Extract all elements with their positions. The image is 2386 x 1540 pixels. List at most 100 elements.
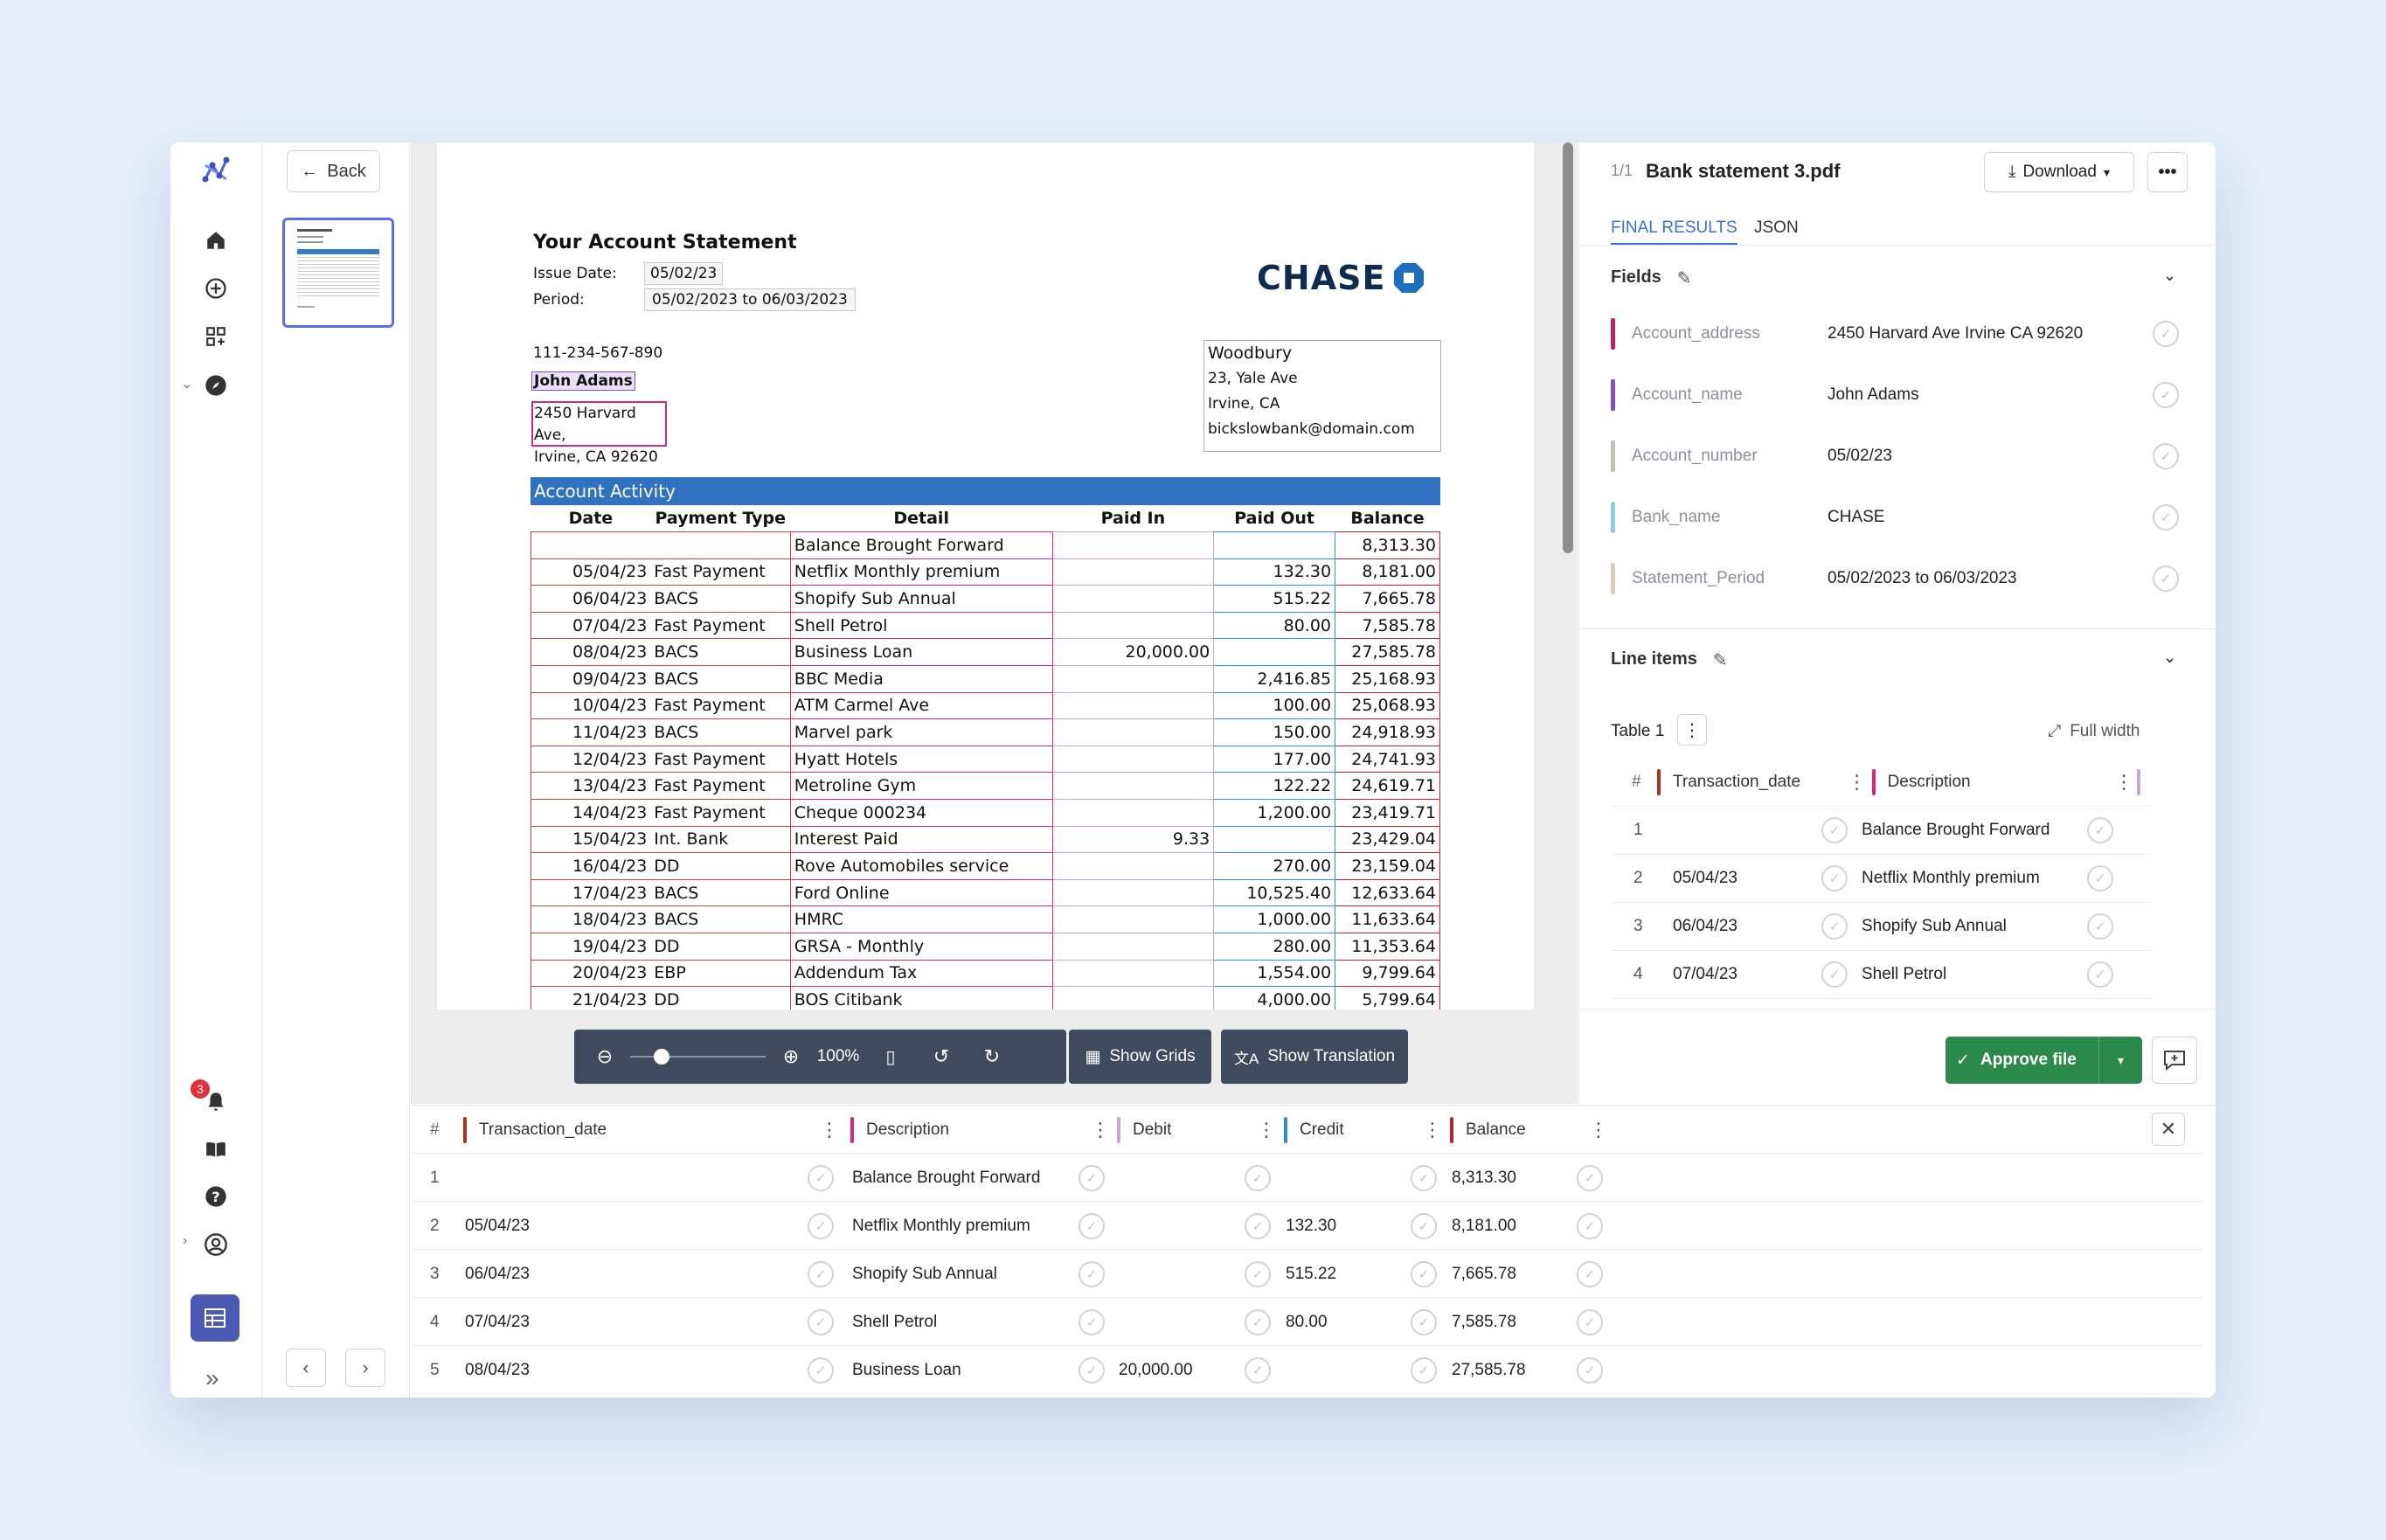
zoom-slider[interactable] xyxy=(630,1046,766,1067)
prev-page-button[interactable]: ‹ xyxy=(286,1349,326,1387)
verify-check-icon[interactable]: ✓ xyxy=(808,1260,834,1287)
line-item-row[interactable]: 4 07/04/23 ✓ Shell Petrol ✓ xyxy=(1611,951,2153,999)
verify-check-icon[interactable]: ✓ xyxy=(1079,1260,1105,1287)
bt-cell[interactable]: 05/04/23 xyxy=(465,1216,530,1235)
collapse-fields-icon[interactable]: ⌄ xyxy=(2163,267,2177,284)
verify-check-icon[interactable]: ✓ xyxy=(1411,1164,1437,1191)
verify-check-icon[interactable]: ✓ xyxy=(1821,961,1848,988)
bottom-table-row[interactable]: 5 08/04/23 Business Loan 20,000.00 27,585.78… xyxy=(411,1346,2202,1394)
tab-json[interactable]: JSON xyxy=(1754,219,1799,237)
line-item-row[interactable]: 3 06/04/23 ✓ Shopify Sub Annual ✓ xyxy=(1611,903,2153,951)
verify-check-icon[interactable]: ✓ xyxy=(1245,1164,1271,1191)
verify-check-icon[interactable]: ✓ xyxy=(1079,1212,1105,1239)
comment-button[interactable] xyxy=(2152,1037,2197,1084)
rotate-right-icon[interactable]: ↻ xyxy=(983,1045,1001,1067)
li-row-date[interactable]: 05/04/23 xyxy=(1673,869,1737,887)
field-row-bank-name[interactable]: Bank_name CHASE ✓ xyxy=(1611,500,2179,535)
verify-check-icon[interactable]: ✓ xyxy=(2153,504,2179,531)
verify-check-icon[interactable]: ✓ xyxy=(2087,865,2113,891)
field-row-account-address[interactable]: Account_address 2450 Harvard Ave Irvine C… xyxy=(1611,316,2179,351)
show-grids-button[interactable]: ▦ Show Grids xyxy=(1069,1030,1211,1084)
verify-check-icon[interactable]: ✓ xyxy=(1079,1164,1105,1191)
bt-cell[interactable]: 80.00 xyxy=(1286,1312,1328,1331)
page-thumbnail[interactable] xyxy=(282,218,394,328)
verify-check-icon[interactable]: ✓ xyxy=(1245,1212,1271,1239)
apps-icon[interactable] xyxy=(198,319,233,354)
bt-cell[interactable]: 06/04/23 xyxy=(465,1264,530,1283)
edit-line-items-icon[interactable]: ✎ xyxy=(1712,651,1728,670)
bottom-table-row[interactable]: 2 05/04/23 Netflix Monthly premium 132.30 8,… xyxy=(411,1202,2202,1250)
zoom-in-icon[interactable]: ⊕ xyxy=(782,1045,800,1067)
bt-cell[interactable]: Netflix Monthly premium xyxy=(852,1216,1030,1235)
bt-cell[interactable]: 08/04/23 xyxy=(465,1360,530,1379)
field-row-statement-period[interactable]: Statement_Period 05/02/2023 to 06/03/2023… xyxy=(1611,561,2179,596)
close-table-button[interactable]: ✕ xyxy=(2152,1113,2185,1146)
bt-cell[interactable]: 7,665.78 xyxy=(1452,1264,1516,1283)
collapse-rail-icon[interactable]: » xyxy=(205,1364,219,1391)
verify-check-icon[interactable]: ✓ xyxy=(1577,1164,1603,1191)
viewer-scrollbar[interactable] xyxy=(1563,142,1573,553)
li-row-desc[interactable]: Balance Brought Forward xyxy=(1862,821,2050,839)
table-options-button[interactable]: ⋮ xyxy=(1677,714,1707,746)
verify-check-icon[interactable]: ✓ xyxy=(1245,1260,1271,1287)
verify-check-icon[interactable]: ✓ xyxy=(1245,1308,1271,1335)
approve-dropdown-icon[interactable]: ▾ xyxy=(2098,1037,2142,1084)
back-button[interactable]: ← Back xyxy=(287,150,380,192)
bt-cell[interactable]: 515.22 xyxy=(1286,1264,1337,1283)
li-row-desc[interactable]: Netflix Monthly premium xyxy=(1862,869,2040,887)
tab-final-results[interactable]: FINAL RESULTS xyxy=(1611,219,1737,246)
bt-cell[interactable]: Shopify Sub Annual xyxy=(852,1264,997,1283)
more-options-button[interactable]: ••• xyxy=(2147,152,2188,192)
bottom-table-row[interactable]: 1 Balance Brought Forward 8,313.30 ✓ ✓ ✓ ✓ ✓ xyxy=(411,1154,2202,1202)
verify-check-icon[interactable]: ✓ xyxy=(1411,1212,1437,1239)
verify-check-icon[interactable]: ✓ xyxy=(1821,817,1848,843)
bt-col-balance-menu-icon[interactable]: ⋮ xyxy=(1589,1118,1608,1141)
verify-check-icon[interactable]: ✓ xyxy=(1079,1356,1105,1384)
book-icon[interactable] xyxy=(198,1132,233,1167)
verify-check-icon[interactable]: ✓ xyxy=(1245,1356,1271,1384)
field-value[interactable]: 05/02/2023 to 06/03/2023 xyxy=(1828,569,2017,587)
verify-check-icon[interactable]: ✓ xyxy=(808,1356,834,1384)
bt-col-date-menu-icon[interactable]: ⋮ xyxy=(820,1118,839,1141)
account-icon[interactable] xyxy=(198,1227,233,1262)
verify-check-icon[interactable]: ✓ xyxy=(1411,1260,1437,1287)
explore-icon[interactable] xyxy=(198,368,233,403)
show-translation-button[interactable]: 文A Show Translation xyxy=(1221,1030,1408,1084)
li-col-date-menu-icon[interactable]: ⋮ xyxy=(1847,771,1867,793)
bt-cell[interactable]: Balance Brought Forward xyxy=(852,1168,1041,1187)
verify-check-icon[interactable]: ✓ xyxy=(1577,1212,1603,1239)
verify-check-icon[interactable]: ✓ xyxy=(1577,1356,1603,1384)
verify-check-icon[interactable]: ✓ xyxy=(1411,1356,1437,1384)
verify-check-icon[interactable]: ✓ xyxy=(808,1212,834,1239)
bt-cell[interactable]: 132.30 xyxy=(1286,1216,1337,1235)
bt-cell[interactable]: 27,585.78 xyxy=(1452,1360,1526,1379)
bt-cell[interactable]: Shell Petrol xyxy=(852,1312,938,1331)
verify-check-icon[interactable]: ✓ xyxy=(2153,321,2179,347)
verify-check-icon[interactable]: ✓ xyxy=(2153,443,2179,469)
li-row-desc[interactable]: Shell Petrol xyxy=(1862,965,1947,983)
verify-check-icon[interactable]: ✓ xyxy=(808,1308,834,1335)
verify-check-icon[interactable]: ✓ xyxy=(1577,1260,1603,1287)
bt-cell[interactable]: 8,181.00 xyxy=(1452,1216,1516,1235)
bt-col-debit-menu-icon[interactable]: ⋮ xyxy=(1257,1118,1276,1141)
bt-cell[interactable]: Business Loan xyxy=(852,1360,961,1379)
field-row-account-number[interactable]: Account_number 05/02/23 ✓ xyxy=(1611,439,2179,474)
bt-col-desc-menu-icon[interactable]: ⋮ xyxy=(1091,1118,1110,1141)
help-icon[interactable]: ? xyxy=(198,1179,233,1214)
zoom-out-icon[interactable]: ⊖ xyxy=(596,1045,614,1067)
verify-check-icon[interactable]: ✓ xyxy=(808,1164,834,1191)
verify-check-icon[interactable]: ✓ xyxy=(2153,565,2179,592)
bt-cell[interactable]: 8,313.30 xyxy=(1452,1168,1516,1187)
li-row-date[interactable]: 06/04/23 xyxy=(1673,917,1737,935)
field-value[interactable]: John Adams xyxy=(1828,385,1919,404)
bt-cell[interactable]: 07/04/23 xyxy=(465,1312,530,1331)
field-value[interactable]: 05/02/23 xyxy=(1828,447,1892,465)
verify-check-icon[interactable]: ✓ xyxy=(1577,1308,1603,1335)
verify-check-icon[interactable]: ✓ xyxy=(1821,865,1848,891)
zoom-slider-handle[interactable] xyxy=(654,1049,670,1065)
expand-chevron-icon[interactable]: ⌄ xyxy=(181,377,193,392)
field-row-account-name[interactable]: Account_name John Adams ✓ xyxy=(1611,378,2179,413)
bottom-table-row[interactable]: 3 06/04/23 Shopify Sub Annual 515.22 7,665.7… xyxy=(411,1250,2202,1298)
verify-check-icon[interactable]: ✓ xyxy=(2087,817,2113,843)
field-value[interactable]: CHASE xyxy=(1828,508,1885,526)
